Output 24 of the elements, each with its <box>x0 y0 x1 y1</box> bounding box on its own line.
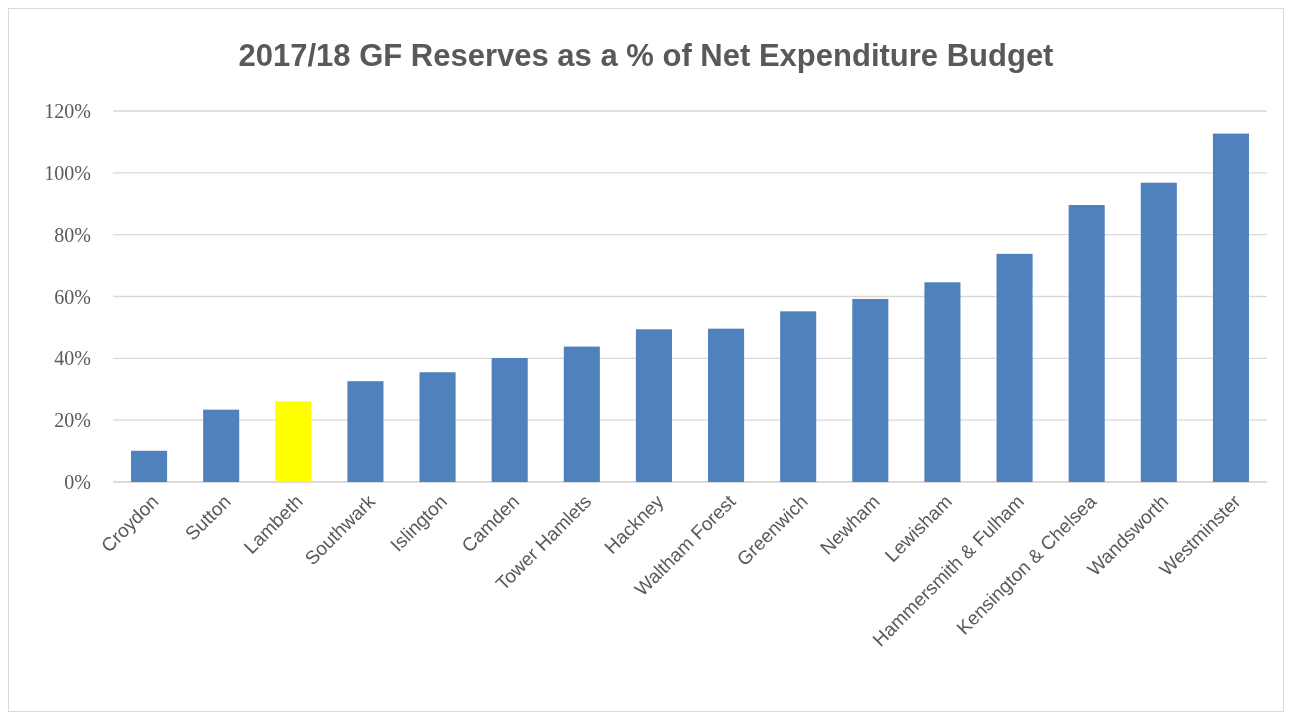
bar <box>635 329 672 482</box>
bar <box>1140 182 1177 482</box>
bar <box>996 253 1033 482</box>
y-tick-label: 40% <box>54 347 91 370</box>
bar <box>563 346 600 482</box>
bar <box>708 328 745 482</box>
y-tick-label: 80% <box>54 223 91 246</box>
bar <box>491 358 528 482</box>
y-tick-label: 100% <box>44 161 91 184</box>
bar <box>852 298 889 482</box>
bar <box>419 372 456 482</box>
bar <box>275 401 312 482</box>
bar <box>1068 204 1105 482</box>
y-tick-label: 60% <box>54 285 91 308</box>
y-tick-label: 0% <box>64 471 91 493</box>
bar <box>203 409 240 482</box>
chart-title: 2017/18 GF Reserves as a % of Net Expenditure Budget <box>238 38 1054 73</box>
bar <box>131 450 168 482</box>
bar <box>924 282 961 482</box>
bar <box>780 311 817 482</box>
y-tick-label: 120% <box>44 100 91 122</box>
bar <box>347 381 384 482</box>
y-tick-label: 20% <box>54 409 91 432</box>
bar <box>1212 133 1249 482</box>
